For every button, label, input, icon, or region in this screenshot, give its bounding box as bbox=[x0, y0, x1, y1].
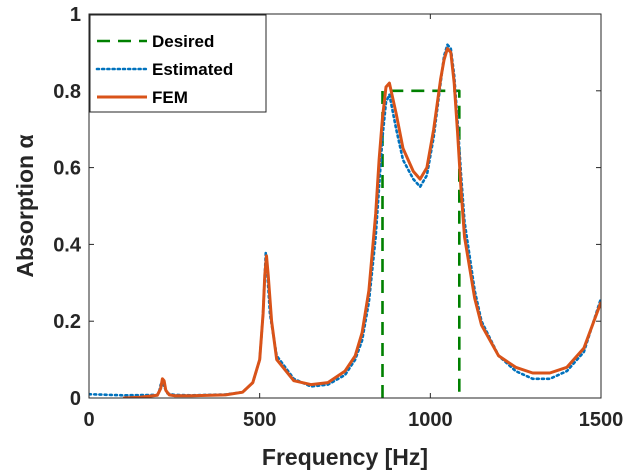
x-axis-label: Frequency [Hz] bbox=[262, 444, 428, 470]
x-tick-label: 0 bbox=[83, 409, 94, 431]
y-tick-label: 0.4 bbox=[53, 234, 82, 256]
y-tick-label: 0.2 bbox=[53, 311, 81, 333]
y-tick-label: 0.6 bbox=[53, 158, 81, 180]
x-tick-label: 500 bbox=[243, 409, 276, 431]
x-tick-label: 1000 bbox=[408, 409, 453, 431]
y-tick-label: 0 bbox=[70, 388, 81, 410]
y-tick-label: 0.8 bbox=[53, 81, 81, 103]
legend-label-fem: FEM bbox=[152, 88, 188, 107]
y-tick-label: 1 bbox=[70, 4, 81, 26]
legend-label-desired: Desired bbox=[152, 32, 214, 51]
y-axis-label: Absorption α bbox=[12, 134, 38, 277]
legend-label-estimated: Estimated bbox=[152, 60, 233, 79]
x-tick-label: 1500 bbox=[579, 409, 624, 431]
legend: Desired Estimated FEM bbox=[90, 15, 266, 112]
